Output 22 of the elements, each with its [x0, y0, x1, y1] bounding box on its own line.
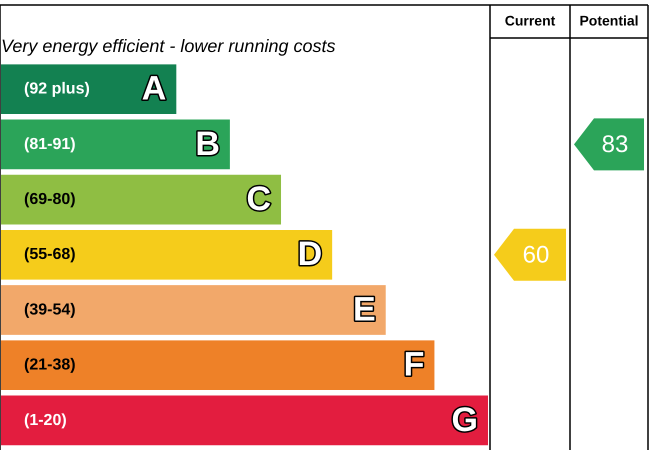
annotation: (39-54) — [24, 301, 76, 318]
y-tick-label: D — [298, 235, 322, 274]
bar — [1, 340, 434, 390]
bar — [1, 285, 386, 335]
y-tick-label: B — [195, 124, 220, 163]
chart-title: Very energy efficient - lower running costs — [1, 36, 336, 56]
annotation: (69-80) — [24, 191, 76, 208]
annotation: (81-91) — [24, 136, 76, 153]
annotation: (1-20) — [24, 412, 67, 429]
y-tick-label: G — [452, 400, 478, 439]
y-tick-label: E — [353, 290, 376, 328]
bar — [1, 230, 332, 280]
annotation: (21-38) — [24, 356, 76, 374]
y-tick-label: A — [142, 70, 166, 108]
bar — [1, 64, 176, 114]
bar — [1, 396, 488, 446]
annotation: (92 plus) — [24, 80, 90, 98]
y-tick-label: C — [246, 180, 272, 218]
y-tick-label: F — [404, 346, 424, 384]
bar — [1, 120, 230, 170]
annotation: (55-68) — [24, 246, 76, 264]
bar — [1, 174, 282, 224]
